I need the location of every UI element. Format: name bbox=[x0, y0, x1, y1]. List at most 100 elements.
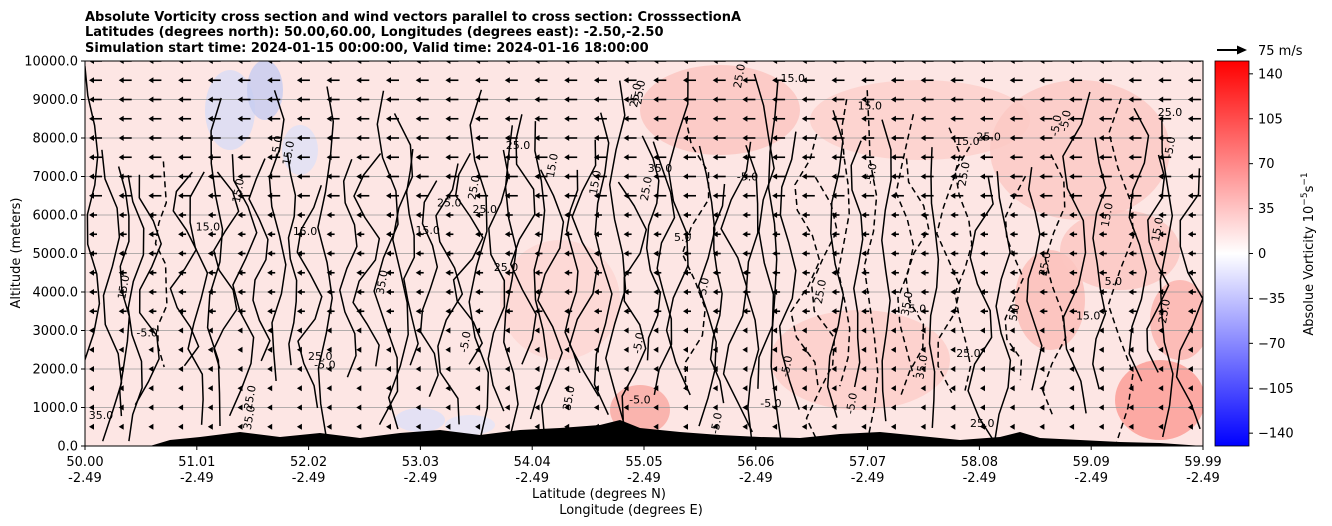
wind-vector bbox=[148, 96, 162, 103]
wind-vector bbox=[920, 192, 934, 199]
wind-vector bbox=[445, 231, 454, 238]
x-tick-label-lat: 52.02 bbox=[290, 455, 327, 470]
wind-vector bbox=[801, 385, 807, 392]
wind-vector bbox=[653, 154, 667, 161]
wind-vector bbox=[415, 77, 429, 84]
wind-vector bbox=[326, 327, 332, 334]
wind-vector bbox=[89, 289, 97, 295]
colorbar-tick-label: −35 bbox=[1258, 292, 1285, 307]
colorbar-gradient bbox=[1214, 60, 1250, 447]
wind-vector bbox=[534, 308, 543, 315]
wind-vector bbox=[534, 423, 540, 430]
contour-line bbox=[881, 119, 892, 422]
contour-line bbox=[169, 171, 200, 367]
wind-vector bbox=[742, 346, 748, 353]
colorbar-tick-label: −140 bbox=[1258, 427, 1294, 442]
wind-vector bbox=[950, 231, 959, 238]
wind-vector bbox=[326, 192, 340, 199]
wind-vector bbox=[712, 192, 726, 199]
wind-vector bbox=[475, 231, 484, 238]
wind-vector bbox=[89, 308, 97, 315]
quiver-key: 75 m/s bbox=[1217, 44, 1303, 59]
wind-vector bbox=[534, 154, 548, 161]
wind-vector bbox=[1158, 289, 1167, 295]
wind-vector bbox=[89, 173, 102, 180]
wind-vector bbox=[207, 192, 221, 199]
wind-vector bbox=[296, 115, 310, 122]
y-tick-label: 2000.0 bbox=[33, 363, 79, 378]
wind-vector bbox=[415, 231, 424, 238]
wind-vector bbox=[267, 135, 281, 141]
wind-vector bbox=[772, 173, 786, 180]
wind-vector bbox=[920, 366, 926, 372]
contour-line bbox=[403, 149, 419, 366]
y-axis-label: Altitude (meters) bbox=[9, 198, 24, 309]
contour-label: 25.0 bbox=[627, 82, 644, 108]
wind-vector bbox=[564, 77, 578, 84]
wind-vector bbox=[1158, 366, 1164, 372]
wind-vector bbox=[415, 115, 429, 122]
wind-vector bbox=[1098, 385, 1104, 392]
wind-vector bbox=[148, 289, 157, 295]
contour-line bbox=[452, 152, 484, 365]
wind-vector bbox=[683, 366, 688, 372]
wind-vector bbox=[207, 154, 221, 161]
wind-vector bbox=[831, 135, 845, 141]
wind-vector bbox=[1069, 135, 1083, 141]
contour-label: 25.0 bbox=[437, 197, 462, 210]
wind-vector bbox=[504, 96, 518, 103]
wind-vector bbox=[207, 77, 221, 84]
wind-vector bbox=[296, 346, 302, 353]
contour-line bbox=[419, 180, 439, 397]
wind-vector bbox=[386, 423, 391, 430]
wind-vector bbox=[890, 173, 904, 180]
wind-vector bbox=[683, 250, 691, 257]
wind-vector bbox=[1069, 115, 1083, 122]
wind-vector bbox=[1098, 192, 1112, 199]
wind-vector bbox=[386, 404, 391, 411]
wind-vector bbox=[623, 173, 637, 180]
wind-vector bbox=[861, 173, 875, 180]
wind-vector bbox=[475, 366, 481, 372]
wind-vector bbox=[148, 77, 162, 84]
wind-vector bbox=[296, 366, 302, 372]
wind-vector bbox=[950, 250, 959, 257]
y-tick-label: 3000.0 bbox=[33, 324, 79, 339]
wind-vector bbox=[890, 135, 904, 141]
wind-vector bbox=[1098, 423, 1104, 430]
contour-line bbox=[826, 110, 845, 418]
wind-vector bbox=[178, 115, 192, 122]
wind-vector bbox=[742, 135, 756, 141]
wind-vector bbox=[89, 154, 102, 161]
contour-label: 25.0 bbox=[242, 384, 259, 410]
wind-vector bbox=[920, 173, 934, 180]
x-tick-label-lon: -2.49 bbox=[180, 471, 214, 486]
wind-vector bbox=[950, 135, 964, 141]
wind-vector bbox=[920, 269, 929, 276]
wind-vector bbox=[623, 115, 637, 122]
wind-vector bbox=[148, 115, 162, 122]
wind-vector bbox=[831, 154, 845, 161]
wind-vector bbox=[772, 61, 786, 64]
wind-vector bbox=[712, 231, 721, 238]
contour-label: 15.0 bbox=[280, 140, 297, 166]
wind-vector bbox=[207, 96, 221, 103]
wind-vector bbox=[534, 366, 540, 372]
wind-vector bbox=[831, 385, 837, 392]
wind-vector bbox=[920, 346, 926, 353]
wind-vector bbox=[1128, 77, 1142, 84]
wind-vector bbox=[712, 135, 726, 141]
wind-vector bbox=[1158, 327, 1164, 334]
wind-vector bbox=[1187, 385, 1193, 392]
wind-vector bbox=[712, 308, 721, 315]
wind-vector bbox=[118, 192, 132, 199]
wind-vector bbox=[593, 404, 599, 411]
wind-vector bbox=[772, 115, 786, 122]
wind-vector bbox=[683, 77, 696, 84]
wind-vector bbox=[623, 308, 632, 315]
wind-vector bbox=[623, 250, 632, 257]
wind-vector bbox=[534, 346, 540, 353]
colorbar-tick-label: 70 bbox=[1258, 157, 1275, 172]
contour-line bbox=[509, 114, 537, 365]
wind-vector bbox=[1187, 154, 1201, 161]
